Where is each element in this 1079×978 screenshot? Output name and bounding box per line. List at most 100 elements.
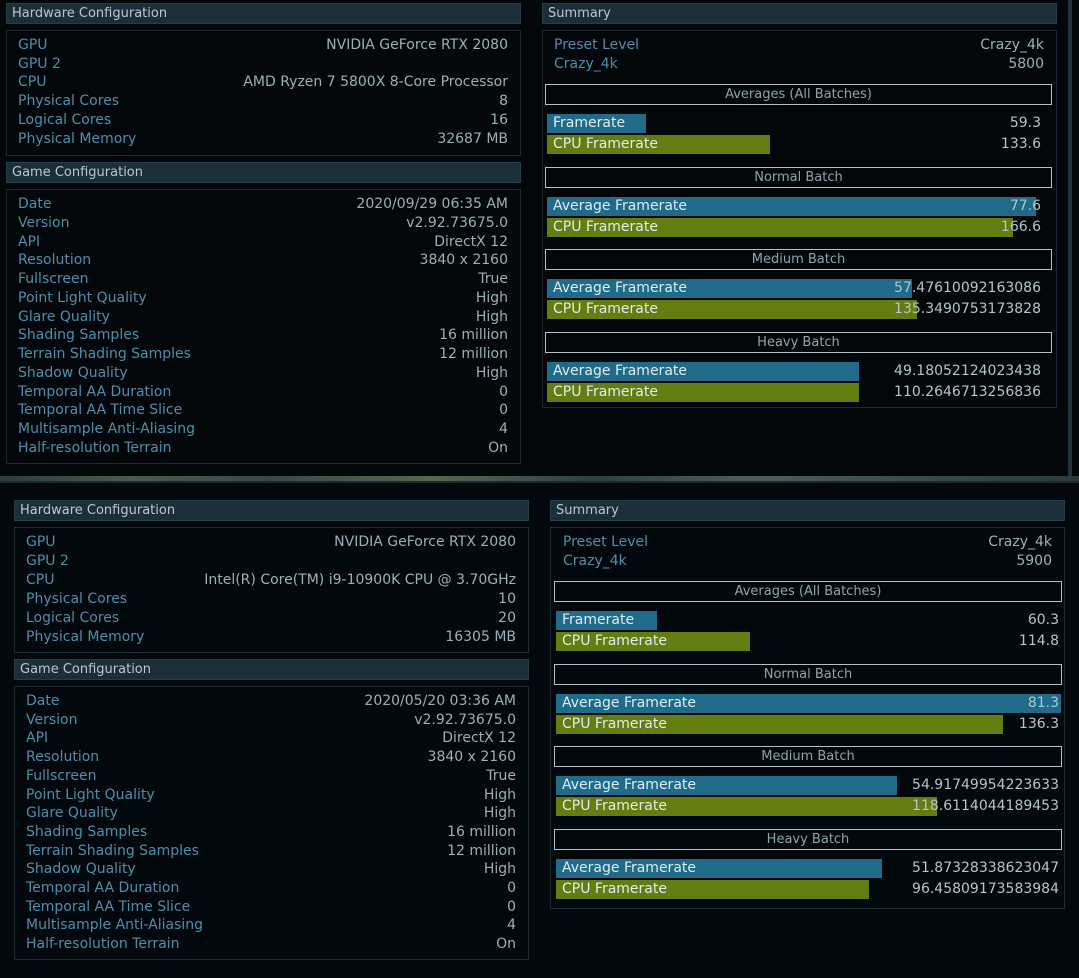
config-label: Date xyxy=(18,196,52,212)
config-row-gpu: GPU NVIDIA GeForce RTX 2080 xyxy=(18,36,508,55)
config-value: True xyxy=(478,271,508,287)
score-label: Crazy_4k xyxy=(563,553,627,569)
config-label: Temporal AA Time Slice xyxy=(18,402,183,419)
summary-header: Summary xyxy=(550,500,1065,521)
config-value: 16 million xyxy=(439,327,508,344)
config-row-glare-quality: Glare Quality High xyxy=(18,308,508,327)
cpu-framerate-bar: CPU Framerate 118.6114044189453 xyxy=(556,797,1061,816)
config-label: Physical Memory xyxy=(18,130,137,147)
config-row-shadow-quality: Shadow Quality High xyxy=(18,364,508,383)
bar-fill xyxy=(547,279,912,298)
config-row-version: Version v2.92.73675.0 xyxy=(18,214,508,233)
bar-value: 54.91749954223633 xyxy=(912,777,1059,793)
config-label: Terrain Shading Samples xyxy=(18,346,191,362)
preset-level-label: Preset Level xyxy=(563,534,649,550)
bar-fill xyxy=(556,858,882,878)
framerate-bar: Average Framerate 81.3 xyxy=(556,693,1061,713)
score-label: Crazy_4k xyxy=(554,56,618,72)
preset-level-label: Preset Level xyxy=(554,37,640,53)
config-value: AMD Ryzen 7 5800X 8-Core Processor xyxy=(243,74,508,91)
config-value: On xyxy=(496,936,516,953)
benchmark-panel-a: Hardware Configuration GPU NVIDIA GeForce… xyxy=(0,0,1079,481)
config-value: 0 xyxy=(507,898,516,915)
bar-label: Average Framerate xyxy=(562,859,696,876)
bar-label: CPU Framerate xyxy=(562,633,667,649)
config-row-physical-cores: Physical Cores 10 xyxy=(26,590,516,609)
config-row-glare-quality: Glare Quality High xyxy=(26,804,516,823)
config-row-physical-memory: Physical Memory 16305 MB xyxy=(26,628,516,647)
config-value: v2.92.73675.0 xyxy=(406,214,508,231)
config-label: Temporal AA Duration xyxy=(26,880,180,896)
bar-label: CPU Framerate xyxy=(562,880,667,897)
score-row: Crazy_4k 5900 xyxy=(563,552,1052,571)
config-row-half-resolution-terrain: Half-resolution Terrain On xyxy=(18,439,508,458)
config-row-temporal-aa-duration: Temporal AA Duration 0 xyxy=(26,879,516,898)
bar-value: 51.87328338623047 xyxy=(912,859,1059,876)
config-label: Fullscreen xyxy=(26,767,97,784)
config-value: NVIDIA GeForce RTX 2080 xyxy=(334,534,516,550)
config-label: Multisample Anti-Aliasing xyxy=(18,421,196,437)
config-value: Intel(R) Core(TM) i9-10900K CPU @ 3.70GH… xyxy=(204,571,516,588)
config-label: API xyxy=(26,730,49,747)
config-row-date: Date 2020/05/20 03:36 AM xyxy=(26,692,516,711)
framerate-bar: Framerate 60.3 xyxy=(556,611,1061,630)
bar-value: 60.3 xyxy=(1027,612,1059,628)
config-label: Resolution xyxy=(26,749,100,766)
config-label: GPU xyxy=(26,534,56,550)
game-config-box xyxy=(14,686,529,960)
config-label: GPU 2 xyxy=(26,552,69,569)
hardware-config-box xyxy=(6,30,521,156)
config-value: High xyxy=(475,364,508,381)
bar-value: 49.18052124023438 xyxy=(894,362,1041,379)
config-row-multisample-anti-aliasing: Multisample Anti-Aliasing 4 xyxy=(18,420,508,439)
config-label: Version xyxy=(18,214,70,231)
config-label: Terrain Shading Samples xyxy=(26,842,199,859)
config-label: Date xyxy=(26,693,60,709)
config-row-temporal-aa-duration: Temporal AA Duration 0 xyxy=(18,383,508,402)
separator-band xyxy=(0,476,1079,483)
config-label: Half-resolution Terrain xyxy=(26,936,180,953)
config-row-gpu: GPU NVIDIA GeForce RTX 2080 xyxy=(26,533,516,552)
bar-fill xyxy=(547,114,647,133)
config-value: 4 xyxy=(507,917,516,934)
bar-value: 57.47610092163086 xyxy=(894,280,1041,296)
config-value: High xyxy=(483,786,516,803)
bar-fill xyxy=(556,714,1003,734)
config-label: Multisample Anti-Aliasing xyxy=(26,917,204,934)
preset-level-row: Preset Level Crazy_4k xyxy=(554,36,1044,55)
bar-fill xyxy=(547,361,860,381)
hardware-config-header: Hardware Configuration xyxy=(14,500,529,521)
cpu-framerate-bar: CPU Framerate 135.3490753173828 xyxy=(547,300,1043,319)
config-row-resolution: Resolution 3840 x 2160 xyxy=(18,251,508,270)
config-row-fullscreen: Fullscreen True xyxy=(26,767,516,786)
config-row-version: Version v2.92.73675.0 xyxy=(26,711,516,730)
bar-fill xyxy=(547,382,860,402)
bar-value: 135.3490753173828 xyxy=(894,301,1041,317)
config-row-cpu: CPU AMD Ryzen 7 5800X 8-Core Processor xyxy=(18,73,508,92)
bar-label: CPU Framerate xyxy=(553,301,658,317)
config-value: 0 xyxy=(499,402,508,419)
bar-fill xyxy=(556,776,897,795)
bar-value: 118.6114044189453 xyxy=(912,798,1059,814)
config-row-fullscreen: Fullscreen True xyxy=(18,270,508,289)
summary-box xyxy=(542,30,1057,408)
config-row-temporal-aa-time-slice: Temporal AA Time Slice 0 xyxy=(26,898,516,917)
framerate-bar: Average Framerate 77.6 xyxy=(547,196,1043,216)
bar-fill xyxy=(547,135,771,154)
config-value: 10 xyxy=(498,590,516,607)
config-row-physical-memory: Physical Memory 32687 MB xyxy=(18,130,508,149)
framerate-bar: Framerate 59.3 xyxy=(547,114,1043,133)
bar-label: CPU Framerate xyxy=(553,136,658,152)
benchmark-panel-b: Hardware Configuration GPU NVIDIA GeForce… xyxy=(0,481,1079,978)
summary-header: Summary xyxy=(542,3,1057,24)
config-value: 3840 x 2160 xyxy=(427,749,516,766)
config-value: On xyxy=(488,439,508,456)
bar-label: Average Framerate xyxy=(553,362,687,379)
config-value: v2.92.73675.0 xyxy=(414,711,516,728)
config-row-gpu-2: GPU 2 xyxy=(26,552,516,571)
config-row-cpu: CPU Intel(R) Core(TM) i9-10900K CPU @ 3.7… xyxy=(26,571,516,590)
section-normal-batch: Normal Batch xyxy=(545,166,1052,188)
config-row-multisample-anti-aliasing: Multisample Anti-Aliasing 4 xyxy=(26,916,516,935)
config-value: 16305 MB xyxy=(445,628,516,645)
config-label: GPU 2 xyxy=(18,55,61,72)
